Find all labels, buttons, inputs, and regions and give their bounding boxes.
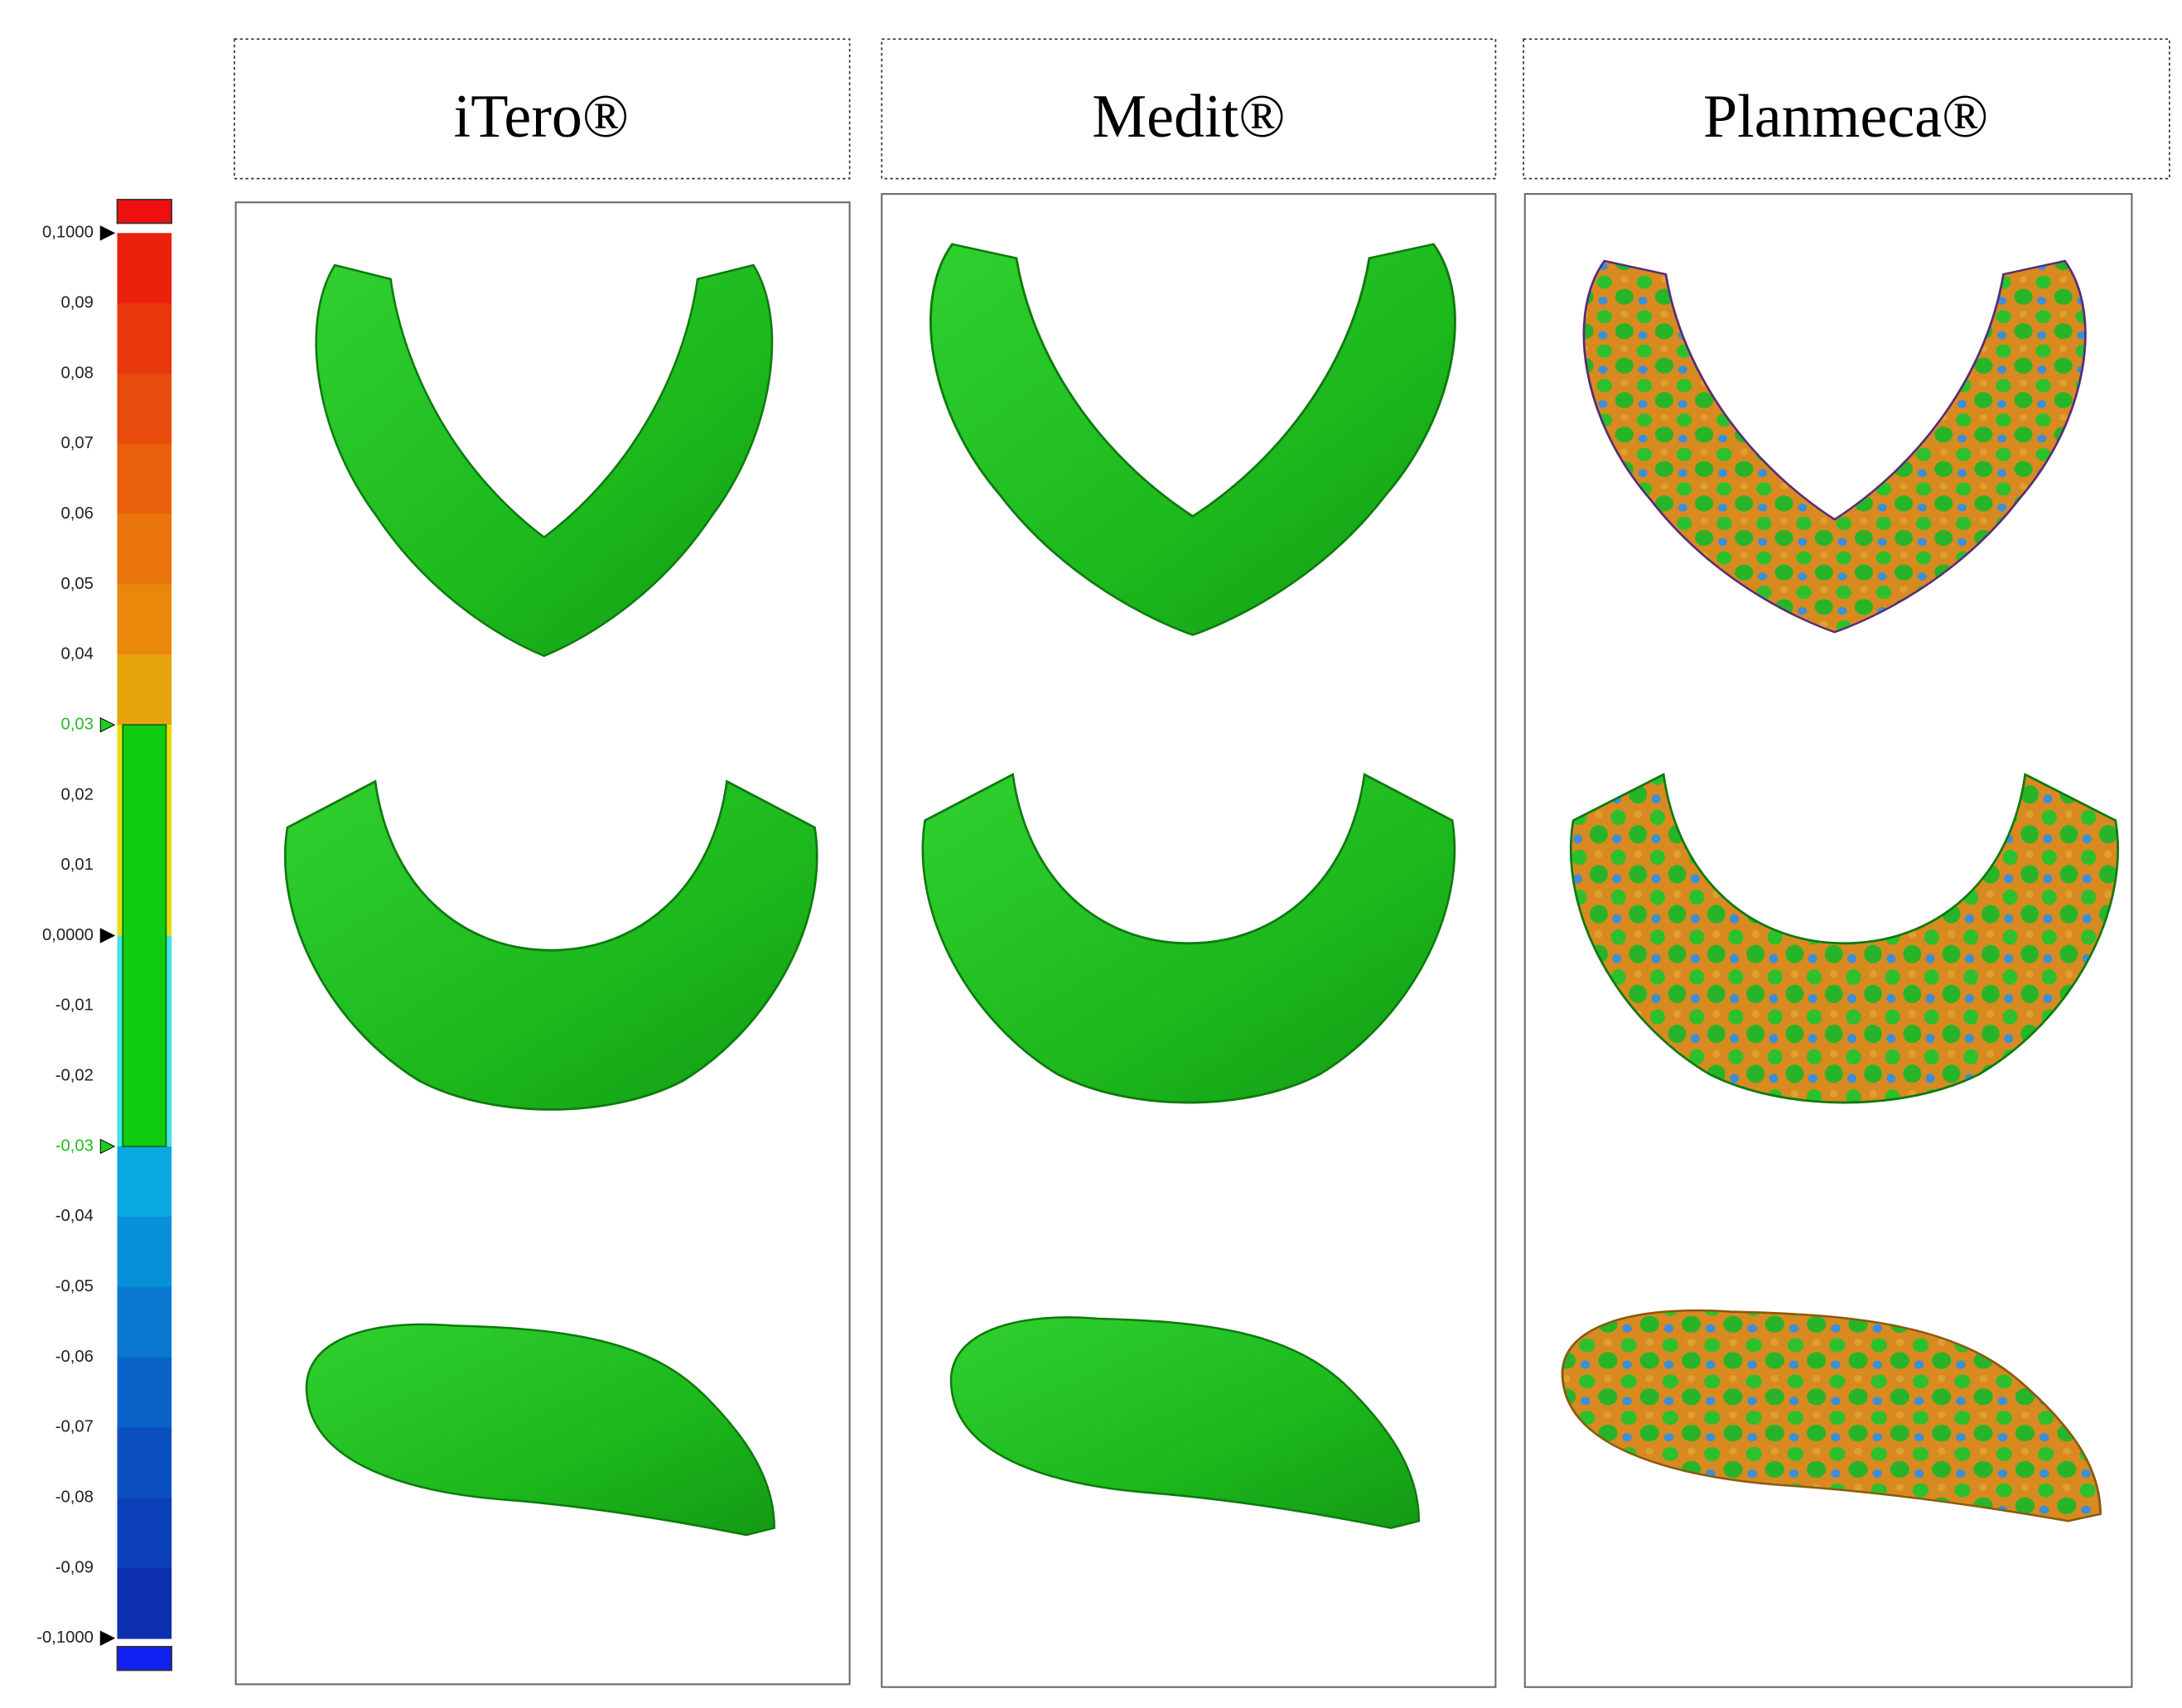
scale-segment [117, 1357, 172, 1429]
scale-segment [117, 1567, 172, 1639]
color-scale: 0,1000 0,09 0,08 0,07 0,06 0,05 0,04 0,03 0,02 0,… [36, 199, 172, 1672]
scale-segment [117, 584, 172, 656]
scale-label: 0,07 [61, 434, 94, 452]
scale-segment [117, 1146, 172, 1218]
header-box [881, 38, 1497, 180]
scan-side [305, 1323, 775, 1537]
header-box [234, 38, 851, 180]
scale-label: -0,1000 [36, 1628, 94, 1647]
scale-label: 0,09 [61, 293, 94, 311]
scale-label: 0,04 [61, 645, 94, 663]
scale-marker [99, 1138, 116, 1155]
scale-segment [117, 443, 172, 515]
scan-side [949, 1316, 1421, 1529]
scan-upper [315, 263, 774, 658]
scale-marker [99, 928, 116, 943]
scale-segment [117, 1216, 172, 1288]
scale-segment [117, 303, 172, 374]
scan-lower [283, 780, 818, 1111]
header-box [1523, 38, 2170, 180]
scan-lower [1569, 773, 2120, 1104]
scale-label: -0,01 [56, 996, 94, 1015]
scale-segment [117, 1498, 172, 1569]
scale-label: -0,04 [56, 1207, 94, 1225]
panel-title: iTero® [454, 83, 630, 151]
panel-title: Planmeca® [1703, 83, 1988, 151]
scale-label: 0,01 [61, 856, 94, 874]
scan-upper [929, 243, 1456, 636]
scale-segment [117, 1427, 172, 1498]
panel-frame [881, 193, 1497, 1688]
scans [283, 243, 2120, 1537]
scale-label: 0,1000 [42, 224, 94, 242]
scale-label: 0,02 [61, 785, 94, 803]
scan-lower [921, 773, 1456, 1104]
panel-headers [234, 38, 2170, 180]
scale-label: -0,09 [56, 1558, 94, 1576]
scale-cap-top [116, 199, 172, 224]
scan-side [1561, 1309, 2102, 1522]
panel-frame [1523, 193, 2133, 1688]
scale-segment [117, 514, 172, 586]
scan-upper [1582, 259, 2087, 634]
panel-frame [234, 201, 851, 1686]
scale-label: 0,06 [61, 504, 94, 523]
scale-label: -0,03 [56, 1136, 94, 1155]
scale-marker [99, 716, 116, 733]
scale-marker [99, 225, 116, 241]
scale-label: 0,03 [61, 715, 94, 733]
scale-segment [117, 1286, 172, 1358]
tolerance-band [122, 724, 167, 1147]
scale-segment [117, 654, 172, 726]
scale-label: -0,06 [56, 1348, 94, 1366]
scale-label: 0,05 [61, 575, 94, 593]
scale-label: 0,08 [61, 364, 94, 382]
scale-label: -0,08 [56, 1488, 94, 1506]
scale-label: -0,05 [56, 1277, 94, 1295]
panel-frames [234, 193, 2133, 1688]
scale-marker [99, 1630, 116, 1647]
scale-label: 0,0000 [42, 926, 94, 944]
scale-cap-bottom [116, 1646, 172, 1672]
scale-segment [117, 233, 172, 304]
scale-label: -0,02 [56, 1067, 94, 1085]
scale-label: -0,07 [56, 1418, 94, 1436]
scale-segment [117, 373, 172, 445]
panel-title: Medit® [1092, 83, 1285, 151]
